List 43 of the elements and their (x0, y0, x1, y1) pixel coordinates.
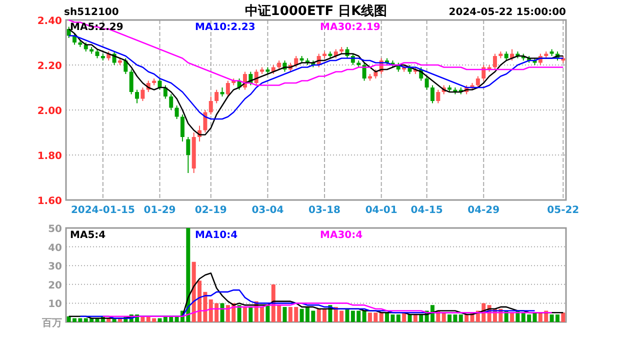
y-tick-label: 2.00 (37, 106, 62, 117)
bar (362, 310, 366, 322)
bar (158, 318, 162, 322)
y-tick-label: 2.20 (37, 61, 62, 72)
y-tick-label: 1.80 (37, 151, 62, 162)
y-tick-label: 1.60 (37, 196, 62, 207)
text: MA30:4 (320, 230, 363, 241)
x-tick-label: 2024-01-15 (70, 205, 135, 216)
text: MA10:4 (195, 230, 238, 241)
text: 2024-05-22 15:00:00 (448, 7, 566, 18)
text: MA5:4 (70, 230, 106, 241)
x-tick-label: 01-29 (144, 205, 176, 216)
bar (419, 314, 424, 322)
bar (248, 306, 253, 322)
bar (396, 314, 400, 322)
y-tick-label: 40 (48, 242, 62, 254)
line-series (102, 302, 552, 318)
y-tick-label: 20 (48, 280, 62, 292)
bar (237, 305, 242, 322)
x-tick-label: 04-15 (410, 205, 443, 216)
bar (242, 306, 247, 322)
x-tick-label: 02-19 (194, 205, 227, 216)
y-tick-label: 2.40 (37, 16, 62, 27)
bar (561, 312, 566, 322)
x-tick-label: 05-22 (547, 205, 580, 216)
y-tick-label: 10 (48, 299, 62, 310)
y-tick-label: 50 (48, 224, 62, 235)
line-series (68, 19, 564, 86)
y-tick-label: 百万 (41, 318, 62, 329)
x-tick-label: 03-18 (308, 205, 341, 216)
x-tick-label: 03-04 (252, 205, 284, 216)
text: MA30:2.19 (320, 22, 380, 33)
x-tick-label: 04-29 (468, 205, 500, 216)
bar (458, 314, 463, 322)
bar (379, 312, 384, 322)
text: MA10:2.23 (195, 22, 256, 33)
y-tick-label: 30 (48, 262, 62, 273)
chart-title: 中证1000ETF 日K线图 (244, 4, 388, 19)
bar (464, 314, 469, 322)
x-tick-label: 04-01 (365, 205, 398, 216)
text: sh512100 (64, 7, 119, 18)
bar (413, 314, 418, 322)
bar (266, 305, 270, 322)
